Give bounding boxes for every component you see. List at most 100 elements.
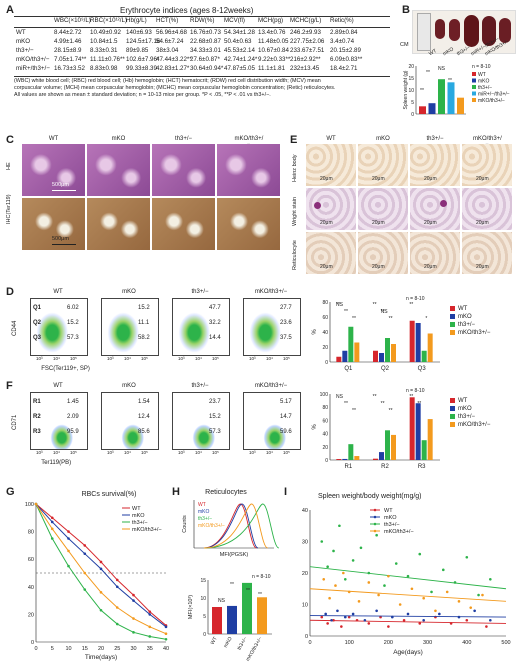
column-label: th3+/− [426, 136, 444, 142]
nucleated-cell [314, 202, 321, 209]
data-point [115, 585, 119, 589]
gate-label: Q2 [33, 320, 42, 326]
bar [385, 430, 390, 460]
table-cell: 216±2.92** [290, 56, 321, 63]
table-rule-mid [14, 27, 390, 28]
table-cell: 10.84±1.5 [90, 38, 118, 45]
table-header-cell: RDW(%) [190, 17, 215, 24]
table-cell: 45.53±2.14 [224, 47, 255, 54]
y-tick-label: 20 [322, 345, 328, 351]
bar [438, 79, 445, 114]
data-point [406, 574, 410, 578]
x-tick-label: 10³ [36, 356, 43, 361]
table-cell: 140±6.93 [126, 29, 152, 36]
column-label: WT [326, 136, 336, 142]
table-header-cell: MCHC(g/L) [290, 17, 322, 24]
data-point [322, 578, 326, 581]
table-header-cell: HCT(%) [156, 17, 179, 24]
table-cell: 16.73±3.52 [54, 65, 85, 72]
data-point [418, 622, 422, 625]
smear-image [410, 232, 460, 274]
significance-label: ** [230, 582, 234, 588]
gate-value: 6.02 [67, 305, 79, 311]
gate-value: 1.45 [67, 399, 79, 405]
chart-title: Reticulocytes [205, 489, 247, 496]
spleen-mko-th3 [499, 18, 511, 43]
bar [427, 333, 433, 362]
panel-label-h: H [172, 486, 180, 498]
y-tick-label: 60 [322, 418, 328, 424]
x-tick-label: 10⁵ [283, 356, 290, 361]
data-point [402, 618, 406, 622]
data-point [367, 622, 371, 625]
spleen-body-weight-chart: Spleen weight/body weight(mg/g) 0 10 20 30 40… [302, 493, 511, 656]
significance-label: ** [344, 309, 348, 315]
table-cell: 8.44±2.72 [54, 29, 82, 36]
gate-value: 58.2 [138, 335, 150, 341]
scale-label: 20μm [320, 264, 333, 270]
table-cell: 11.11±0.76** [90, 56, 125, 63]
data-point [473, 609, 476, 613]
x-tick-label: 10⁴ [195, 450, 202, 455]
data-point [148, 625, 152, 629]
x-tick-label: WT [210, 636, 219, 646]
smear-image [358, 144, 408, 186]
reticulocyte-chart: ReticulocytesCountsMFI(PGSK)WTmKOth3+/−m… [182, 489, 280, 662]
data-point [99, 567, 103, 571]
significance-label: ** [389, 316, 393, 322]
bar [336, 459, 342, 460]
density-cloud [31, 393, 87, 449]
table-cell: 6.09±0.83** [330, 56, 363, 63]
x-tick-label: 10⁵ [141, 450, 148, 455]
legend-label: th3+/− [132, 520, 148, 526]
histogram-curve [203, 503, 269, 549]
data-point [481, 593, 484, 597]
data-point [422, 596, 425, 600]
x-axis-label: Ter119(PB) [41, 460, 72, 466]
x-tick-label: 10⁵ [70, 356, 77, 361]
significance-label: ** [381, 401, 385, 407]
legend-swatch [450, 322, 455, 327]
cm-label: CM [400, 42, 409, 48]
significance-label: ** [352, 316, 356, 322]
data-point [441, 568, 445, 572]
significance-label: ** [373, 394, 377, 400]
gate-value: 2.09 [67, 414, 79, 420]
scale-label: 20μm [476, 264, 489, 270]
table-rule-bottom [14, 76, 390, 77]
y-axis-label: % [312, 424, 318, 430]
table-cell: 34.33±3.01 [190, 47, 221, 54]
table-cell: 3.4±0.74 [330, 38, 355, 45]
n-label: n = 8-10 [406, 296, 425, 302]
significance-label: NS [336, 302, 344, 308]
data-point [363, 618, 367, 622]
x-tick-label: 10⁵ [212, 450, 219, 455]
table-cell: 47.44±3.22** [156, 56, 192, 63]
smear-image [410, 188, 460, 230]
gate-value: 23.7 [209, 399, 221, 405]
bar [342, 350, 348, 362]
table-row: mKO/th3+/− 7.05±1.74** 11.11±0.76** 102.6±7… [14, 56, 390, 66]
table-rule-top [14, 16, 390, 17]
gate-value: 59.6 [280, 429, 292, 435]
x-tick-label: 10⁵ [141, 356, 148, 361]
gate-value: 14.4 [209, 335, 221, 341]
table-header-cell: Hb(g/L) [126, 17, 147, 24]
ihc-ter119-image [87, 198, 150, 250]
table-cell: 7.05±1.74** [54, 56, 87, 63]
table-cell: 54.34±1.28 [224, 29, 255, 36]
table-row-label: WT [16, 29, 26, 36]
he-stain-image [152, 144, 215, 196]
data-point [67, 537, 70, 540]
y-tick-label: 40 [322, 330, 328, 336]
x-tick-label: 0 [34, 646, 37, 652]
flow-plot: Q1 6.02 Q2 15.2 Q3 57.3 [30, 298, 88, 356]
significance-label: ** [389, 408, 393, 414]
y-tick-label: 20 [322, 445, 328, 451]
density-cloud [31, 299, 87, 355]
legend-label: mKO [384, 515, 397, 521]
y-tick-label: 0 [203, 632, 206, 638]
ihc-ter119-image [217, 198, 280, 250]
x-tick-label: 10³ [178, 356, 185, 361]
